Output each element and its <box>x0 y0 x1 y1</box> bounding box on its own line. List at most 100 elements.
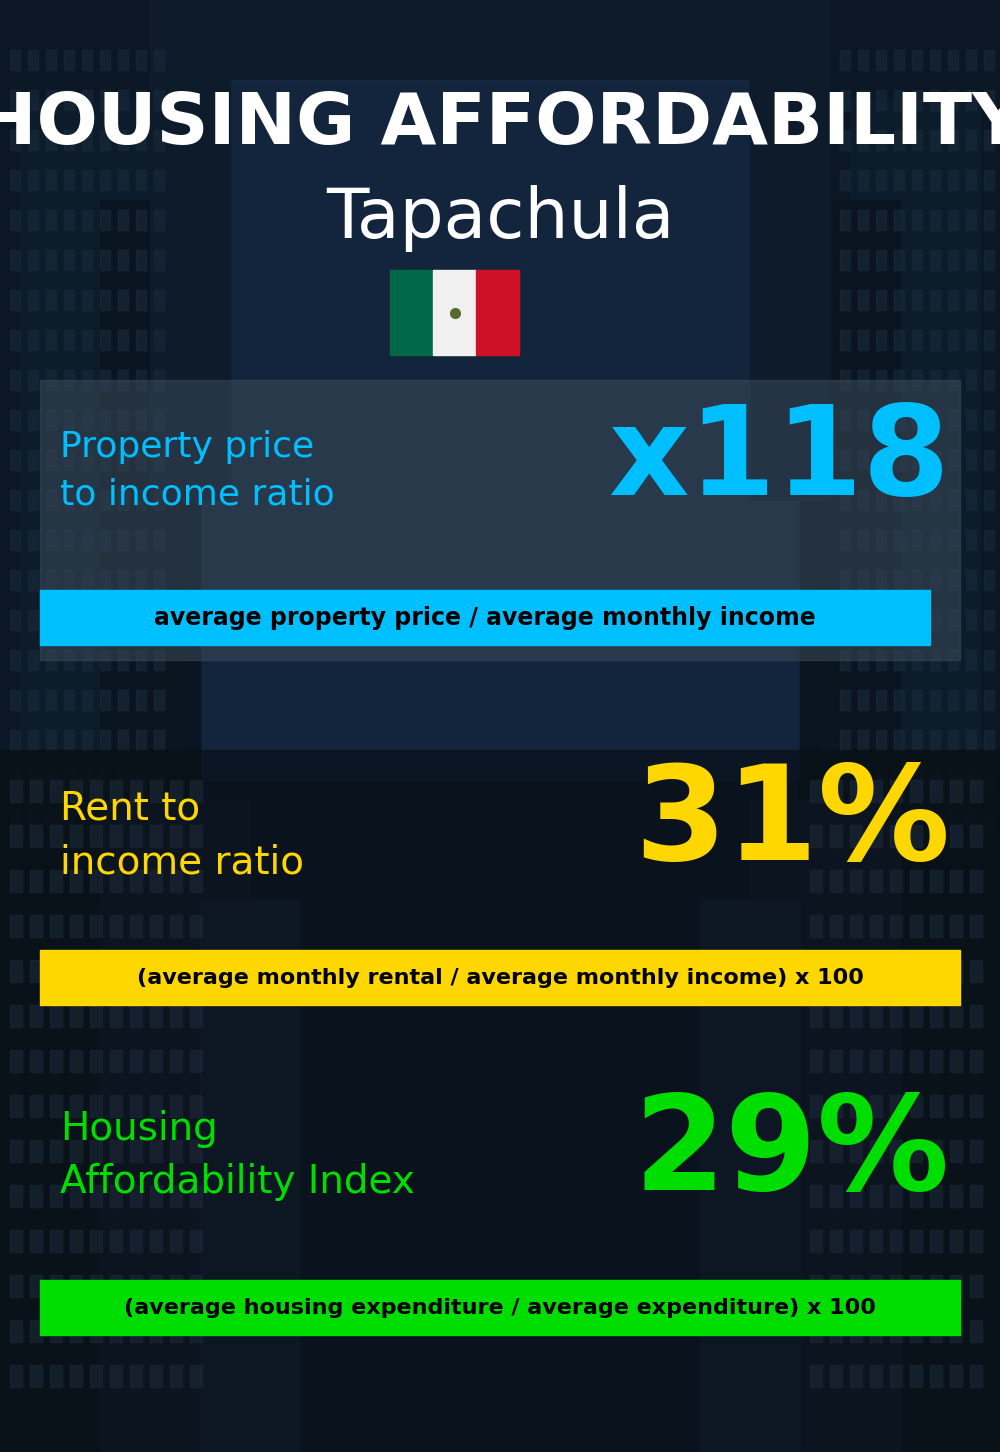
Bar <box>10 450 20 470</box>
Bar <box>30 915 42 937</box>
Bar <box>10 810 20 831</box>
Bar <box>840 90 850 110</box>
Bar <box>46 650 56 669</box>
Bar <box>10 1320 22 1342</box>
Bar <box>30 1275 42 1297</box>
Bar <box>950 1005 962 1027</box>
Bar <box>50 1230 62 1252</box>
Bar <box>858 770 868 790</box>
Bar <box>110 1005 122 1027</box>
Bar <box>64 610 74 630</box>
Bar <box>170 960 182 982</box>
Bar <box>948 730 958 751</box>
Bar <box>190 1320 202 1342</box>
Bar <box>82 730 92 751</box>
Bar <box>912 770 922 790</box>
Bar <box>10 1275 22 1297</box>
Bar <box>966 170 976 190</box>
Bar <box>970 915 982 937</box>
Bar <box>830 1005 842 1027</box>
Bar <box>984 690 994 710</box>
Bar <box>858 250 868 270</box>
Bar <box>82 370 92 391</box>
Bar <box>82 489 92 510</box>
Bar <box>82 250 92 270</box>
Bar <box>154 810 164 831</box>
Bar <box>948 650 958 669</box>
Bar <box>930 370 940 391</box>
Bar <box>70 915 82 937</box>
Bar <box>118 571 128 590</box>
Bar <box>912 530 922 550</box>
Bar <box>10 1050 22 1072</box>
Bar <box>30 1365 42 1387</box>
Bar <box>840 170 850 190</box>
Bar <box>858 131 868 150</box>
Bar <box>894 49 904 70</box>
Bar <box>136 610 146 630</box>
Bar <box>130 1095 142 1117</box>
Bar <box>750 0 830 499</box>
Bar <box>154 690 164 710</box>
Text: Rent to
income ratio: Rent to income ratio <box>60 790 304 881</box>
Bar <box>100 810 110 831</box>
Bar <box>118 530 128 550</box>
Bar <box>984 131 994 150</box>
Bar <box>10 49 20 70</box>
Bar <box>154 170 164 190</box>
Bar <box>876 211 886 229</box>
Bar <box>64 409 74 430</box>
Bar <box>130 1230 142 1252</box>
Bar <box>82 530 92 550</box>
Bar <box>170 1365 182 1387</box>
Bar <box>966 131 976 150</box>
Bar <box>110 1185 122 1207</box>
Bar <box>82 810 92 831</box>
Bar <box>840 450 850 470</box>
Bar <box>890 1005 902 1027</box>
Bar <box>912 730 922 751</box>
Bar <box>912 810 922 831</box>
Bar <box>890 1275 902 1297</box>
Bar <box>930 1095 942 1117</box>
Bar <box>910 1365 922 1387</box>
Bar <box>64 290 74 309</box>
Bar <box>110 915 122 937</box>
Bar <box>150 1230 162 1252</box>
Bar <box>170 915 182 937</box>
Bar <box>890 960 902 982</box>
Bar <box>150 1275 162 1297</box>
Bar <box>876 450 886 470</box>
Bar <box>810 1005 822 1027</box>
Text: Housing
Affordability Index: Housing Affordability Index <box>60 1109 415 1201</box>
Bar <box>894 450 904 470</box>
Bar <box>64 571 74 590</box>
Bar <box>28 170 38 190</box>
Bar <box>912 370 922 391</box>
Bar <box>118 131 128 150</box>
Bar <box>150 1365 162 1387</box>
Bar <box>890 1230 902 1252</box>
Bar <box>0 0 200 900</box>
Bar <box>950 1050 962 1072</box>
Bar <box>894 211 904 229</box>
Bar <box>984 211 994 229</box>
Bar <box>70 1050 82 1072</box>
Bar <box>876 131 886 150</box>
Bar <box>830 1050 842 1072</box>
Bar <box>910 1050 922 1072</box>
Bar <box>912 90 922 110</box>
Bar <box>930 530 940 550</box>
Bar <box>912 409 922 430</box>
Bar <box>966 571 976 590</box>
Bar <box>890 1185 902 1207</box>
Bar <box>894 571 904 590</box>
Bar <box>100 489 110 510</box>
Bar <box>46 409 56 430</box>
Bar <box>90 1365 102 1387</box>
Bar <box>850 1185 862 1207</box>
Bar <box>984 571 994 590</box>
Bar <box>46 610 56 630</box>
Bar <box>10 1005 22 1027</box>
Bar <box>930 610 940 630</box>
